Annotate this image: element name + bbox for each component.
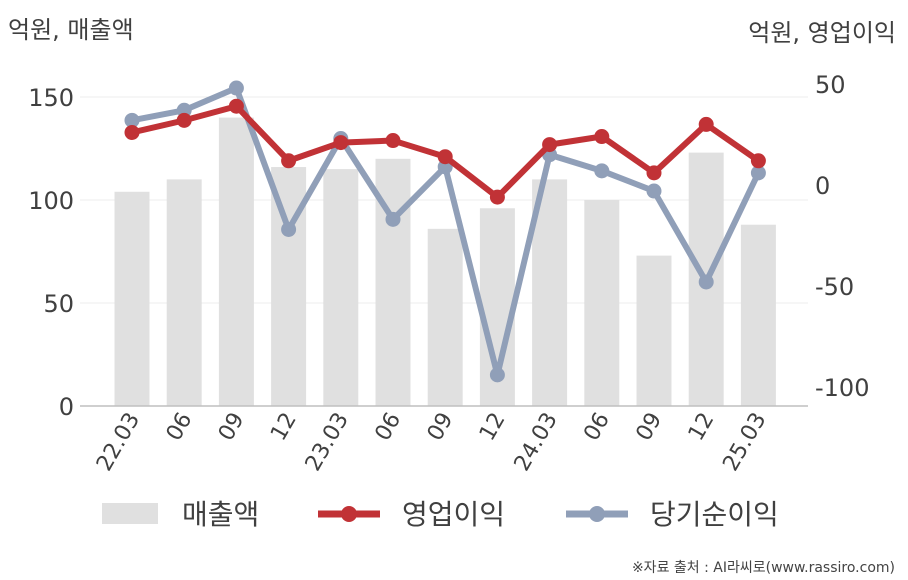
left-axis-label: 억원, 매출액	[8, 16, 134, 44]
legend-swatch-netincome-marker	[589, 506, 605, 522]
series-lines	[124, 80, 766, 383]
revenue-bar	[218, 117, 254, 406]
series-point	[489, 189, 505, 205]
series-point	[750, 153, 766, 169]
series-point	[750, 165, 766, 181]
left-axis-ticks: 0 50 100 150	[28, 84, 74, 421]
series-point	[646, 165, 662, 181]
series-point	[437, 149, 453, 165]
series-point	[281, 153, 297, 169]
left-tick-label: 0	[59, 393, 74, 421]
series-point	[594, 129, 610, 145]
x-tick-label: 12	[475, 409, 511, 446]
series-point	[385, 133, 401, 149]
x-tick-label: 12	[266, 409, 302, 446]
x-tick-label: 06	[579, 409, 615, 446]
revenue-bar	[636, 255, 672, 406]
series-point	[698, 274, 714, 290]
source-note: ※자료 출처 : AI라씨로(www.rassiro.com)	[632, 560, 895, 576]
legend-swatch-revenue	[102, 503, 158, 524]
right-tick-label: 50	[815, 71, 846, 99]
legend-label-revenue: 매출액	[182, 498, 259, 531]
revenue-bar	[427, 228, 463, 406]
revenue-bar	[323, 169, 359, 406]
right-tick-label: -100	[815, 374, 869, 402]
x-tick-label: 24.03	[510, 409, 563, 476]
series-point	[489, 367, 505, 383]
x-tick-label: 06	[162, 409, 198, 446]
series-point	[542, 137, 558, 153]
series-point	[333, 135, 349, 151]
revenue-bar	[114, 191, 150, 406]
right-tick-label: 0	[815, 172, 830, 200]
revenue-bar	[584, 200, 620, 406]
x-tick-label: 06	[371, 409, 407, 446]
legend: 매출액 영업이익 당기순이익	[102, 498, 779, 531]
left-tick-label: 100	[28, 187, 74, 215]
right-tick-label: -50	[815, 273, 854, 301]
series-point	[228, 98, 244, 114]
revenue-bars	[114, 117, 776, 406]
revenue-bar	[532, 179, 568, 406]
x-tick-label: 23.03	[301, 409, 354, 476]
x-tick-label: 09	[423, 409, 459, 446]
x-tick-label: 22.03	[92, 409, 145, 476]
series-point	[124, 124, 140, 140]
right-axis-label: 억원, 영업이익	[748, 19, 896, 47]
series-point	[176, 112, 192, 128]
x-axis-ticks: 22.03 06 09 12 23.03 06 09 12 24.03 06 09 12 25.03	[92, 409, 772, 476]
legend-swatch-operating-marker	[341, 506, 357, 522]
left-tick-label: 50	[43, 290, 74, 318]
x-tick-label: 12	[684, 409, 720, 446]
series-point	[385, 211, 401, 227]
x-tick-label: 25.03	[718, 409, 771, 476]
revenue-bar	[166, 179, 202, 406]
right-axis-ticks: 50 0 -50 -100	[815, 71, 869, 402]
series-point	[698, 116, 714, 132]
series-point	[594, 163, 610, 179]
x-tick-label: 09	[632, 409, 668, 446]
series-point	[228, 80, 244, 96]
series-point	[646, 183, 662, 199]
revenue-bar	[740, 224, 776, 406]
legend-label-operating: 영업이익	[402, 498, 505, 531]
left-tick-label: 150	[28, 84, 74, 112]
series-point	[124, 112, 140, 128]
x-tick-label: 09	[214, 409, 250, 446]
series-point	[281, 221, 297, 237]
legend-label-netincome: 당기순이익	[650, 498, 779, 531]
